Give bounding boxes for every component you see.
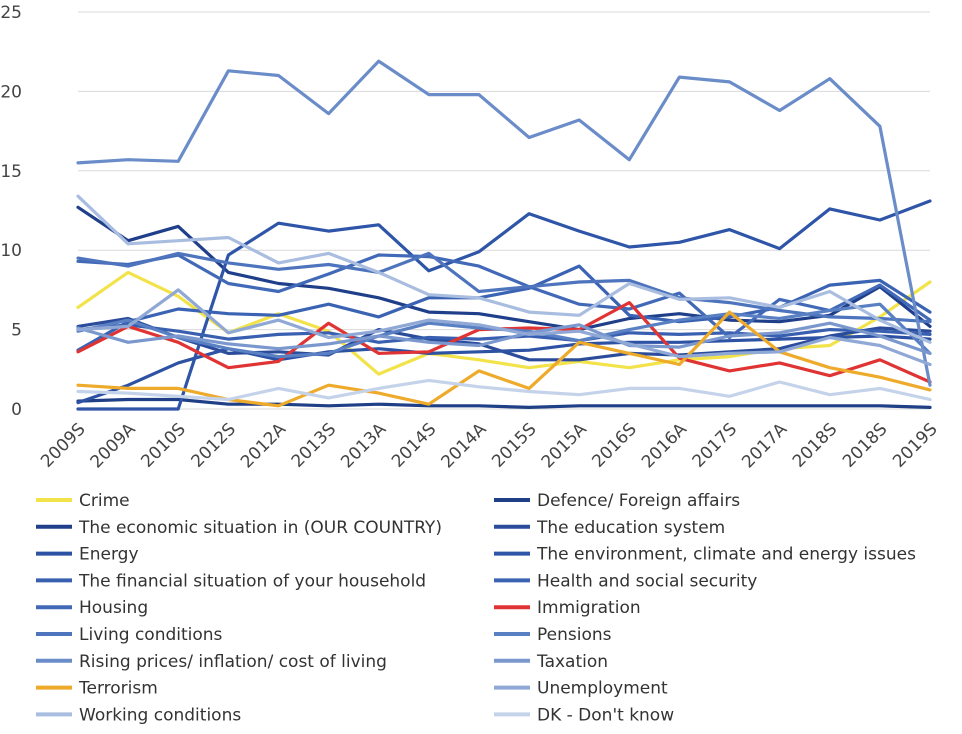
legend-label: Taxation xyxy=(536,652,608,672)
x-tick-label: 2015S xyxy=(488,419,540,471)
legend-label: Health and social security xyxy=(537,571,757,591)
series-line-17 xyxy=(76,378,932,402)
legend-item: Pensions xyxy=(494,625,612,645)
legend-item: Rising prices/ inflation/ cost of living xyxy=(36,652,387,672)
x-tick-label: 2012S xyxy=(188,419,240,471)
x-tick-label: 2017S xyxy=(689,419,741,471)
legend-item: Terrorism xyxy=(36,679,158,699)
legend-label: Living conditions xyxy=(79,625,223,645)
legend-item: The environment, climate and energy issu… xyxy=(494,545,916,565)
x-axis-tick-labels: 2009S2009A2010S2012S2012A2013S2013A2014S… xyxy=(37,419,941,472)
legend-label: The environment, climate and energy issu… xyxy=(536,545,916,565)
legend-label: The financial situation of your househol… xyxy=(78,571,426,591)
x-tick-label: 2018S xyxy=(789,419,841,471)
series-line-12 xyxy=(76,59,932,387)
x-tick-label: 2017A xyxy=(738,419,791,472)
x-tick-label: 2018S xyxy=(839,419,891,471)
gridlines xyxy=(78,11,930,410)
legend-item: Crime xyxy=(36,491,130,511)
legend-label: Crime xyxy=(79,491,130,511)
x-tick-label: 2009S xyxy=(37,419,89,471)
y-tick-label: 25 xyxy=(0,3,22,23)
legend-item: Unemployment xyxy=(494,679,668,699)
x-tick-label: 2014S xyxy=(388,419,440,471)
legend-item: Defence/ Foreign affairs xyxy=(494,491,740,511)
legend-item: Taxation xyxy=(494,652,608,672)
legend-label: Terrorism xyxy=(78,679,158,699)
legend-label: The economic situation in (OUR COUNTRY) xyxy=(78,518,442,538)
y-tick-label: 10 xyxy=(0,241,22,261)
x-tick-label: 2019S xyxy=(889,419,941,471)
series-line-13 xyxy=(76,321,932,355)
x-tick-label: 2012A xyxy=(237,419,290,472)
legend-item: Health and social security xyxy=(494,571,757,591)
legend-item: Immigration xyxy=(494,598,641,618)
series-line-2 xyxy=(76,205,932,332)
x-tick-label: 2014A xyxy=(438,419,491,472)
legend-item: Energy xyxy=(36,545,139,565)
legend-label: DK - Don't know xyxy=(537,705,674,725)
y-tick-label: 0 xyxy=(11,400,22,420)
legend: Crime Defence/ Foreign affairs The economi… xyxy=(36,491,916,725)
x-tick-label: 2016S xyxy=(588,419,640,471)
legend-label: Housing xyxy=(79,598,148,618)
legend-item: Working conditions xyxy=(36,705,241,725)
legend-label: Rising prices/ inflation/ cost of living xyxy=(79,652,387,672)
x-tick-label: 2009A xyxy=(87,419,140,472)
legend-item: The financial situation of your househol… xyxy=(36,571,426,591)
legend-item: The economic situation in (OUR COUNTRY) xyxy=(36,518,442,538)
series-line-4 xyxy=(76,334,932,405)
x-tick-label: 2015A xyxy=(538,419,591,472)
series-line-15 xyxy=(76,288,932,367)
y-tick-label: 20 xyxy=(0,82,22,102)
legend-label: Pensions xyxy=(537,625,612,645)
legend-label: The education system xyxy=(536,518,725,538)
legend-label: Unemployment xyxy=(537,679,668,699)
y-tick-label: 15 xyxy=(0,162,22,182)
legend-item: Living conditions xyxy=(36,625,223,645)
legend-item: The education system xyxy=(494,518,725,538)
y-axis-tick-labels: 0 5 10 15 20 25 xyxy=(0,3,22,420)
y-tick-label: 5 xyxy=(11,321,22,341)
legend-label: Energy xyxy=(79,545,139,565)
x-tick-label: 2016A xyxy=(638,419,691,472)
x-tick-label: 2013A xyxy=(337,419,390,472)
x-tick-label: 2010S xyxy=(137,419,189,471)
legend-label: Immigration xyxy=(537,598,641,618)
x-tick-label: 2013S xyxy=(288,419,340,471)
legend-item: DK - Don't know xyxy=(494,705,674,725)
series-line-16 xyxy=(76,194,932,344)
series-lines xyxy=(76,59,932,411)
legend-label: Working conditions xyxy=(79,705,241,725)
series-line-1 xyxy=(76,397,932,409)
series-line-5 xyxy=(76,199,932,411)
legend-label: Defence/ Foreign affairs xyxy=(537,491,740,511)
series-line-8 xyxy=(76,253,932,340)
series-line-10 xyxy=(76,251,932,324)
legend-item: Housing xyxy=(36,598,148,618)
